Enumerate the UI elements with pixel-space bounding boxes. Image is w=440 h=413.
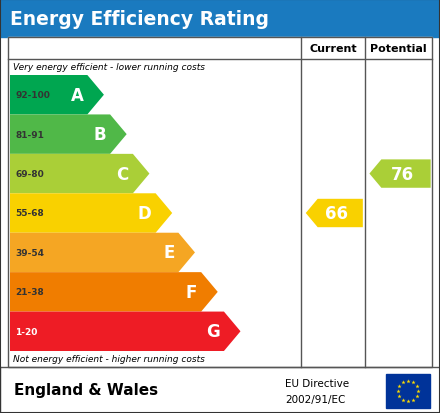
Polygon shape	[10, 76, 104, 115]
Polygon shape	[10, 233, 195, 273]
Bar	[8, 38, 432, 367]
Bar	[386, 374, 430, 408]
Text: England & Wales: England & Wales	[14, 382, 158, 398]
Text: Current: Current	[309, 44, 357, 54]
Text: 55-68: 55-68	[15, 209, 44, 218]
Text: 66: 66	[325, 204, 348, 223]
Text: B: B	[93, 126, 106, 144]
Text: EU Directive: EU Directive	[285, 378, 349, 388]
Text: Very energy efficient - lower running costs: Very energy efficient - lower running co…	[13, 63, 205, 72]
Text: A: A	[70, 86, 83, 104]
Polygon shape	[10, 154, 150, 194]
Text: 92-100: 92-100	[15, 91, 50, 100]
Text: 2002/91/EC: 2002/91/EC	[285, 394, 345, 404]
Polygon shape	[10, 273, 218, 312]
Text: E: E	[163, 244, 174, 262]
Text: 39-54: 39-54	[15, 248, 44, 257]
Polygon shape	[306, 199, 363, 228]
Text: D: D	[138, 204, 152, 223]
Text: G: G	[206, 323, 220, 340]
Polygon shape	[10, 194, 172, 233]
Polygon shape	[370, 160, 431, 188]
Text: F: F	[186, 283, 197, 301]
Text: 81-91: 81-91	[15, 131, 44, 139]
Text: 69-80: 69-80	[15, 170, 44, 179]
Bar	[0, 0, 440, 38]
Bar	[0, 367, 440, 413]
Text: Not energy efficient - higher running costs: Not energy efficient - higher running co…	[13, 355, 205, 363]
Polygon shape	[10, 115, 127, 154]
Text: 1-20: 1-20	[15, 327, 37, 336]
Text: 21-38: 21-38	[15, 288, 44, 297]
Bar	[8, 38, 432, 60]
Text: C: C	[117, 165, 129, 183]
Polygon shape	[10, 312, 241, 351]
Text: Potential: Potential	[370, 44, 427, 54]
Text: Energy Efficiency Rating: Energy Efficiency Rating	[10, 9, 269, 28]
Text: 76: 76	[391, 165, 414, 183]
